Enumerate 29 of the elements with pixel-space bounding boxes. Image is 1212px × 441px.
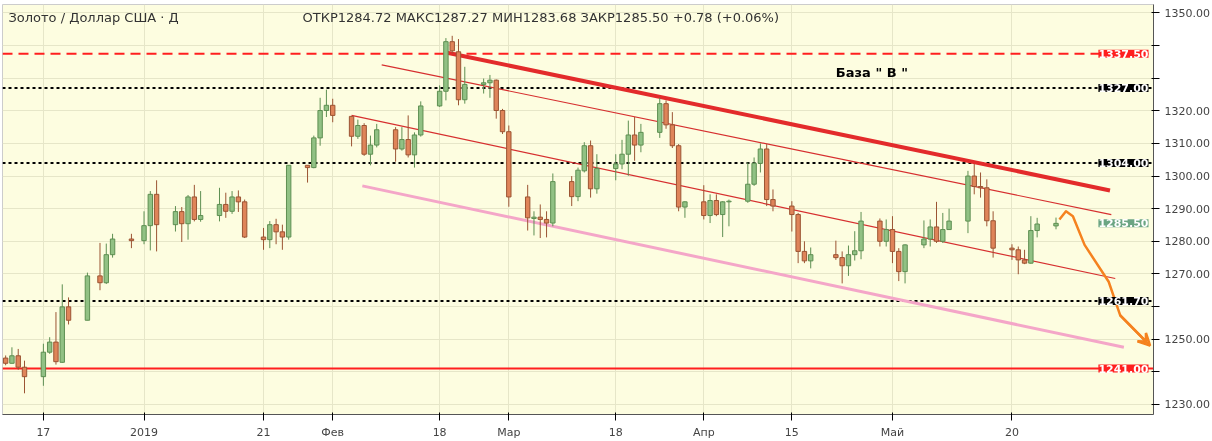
y-tick-label: 1290.00 <box>1164 202 1210 216</box>
ref-line-label: 1241.00 <box>1098 362 1149 376</box>
x-tick-label: 18 <box>608 425 623 439</box>
chart-subtitle: ОТКР1284.72 МАКС1287.27 МИН1283.68 ЗАКР1285.50 +0.78 (+0.06%) <box>302 9 780 25</box>
x-tick-label: Апр <box>692 425 715 439</box>
y-tick-label: 1230.00 <box>1164 398 1210 412</box>
chart-title: Золото / Доллар США · Д <box>8 9 179 25</box>
x-tick-label: Мар <box>497 425 521 439</box>
annotation: 1285.50 <box>1098 217 1149 231</box>
y-tick-label: 1270.00 <box>1164 267 1210 281</box>
x-tick-label: Май <box>880 425 905 439</box>
ref-line-label: 1304.00 <box>1098 157 1149 171</box>
y-tick-label: 1350.00 <box>1164 6 1210 20</box>
ref-line-label: 1261.70 <box>1098 294 1149 308</box>
ref-line-label: 1327.00 <box>1098 82 1149 95</box>
x-tick-label: 17 <box>36 425 51 439</box>
y-tick-label: 1280.00 <box>1164 235 1210 249</box>
x-tick-label: 15 <box>784 425 799 439</box>
annotation: База " В " <box>835 64 908 80</box>
y-tick-label: 1250.00 <box>1164 333 1210 347</box>
x-tick-label: 18 <box>432 425 447 439</box>
y-tick-label: 1320.00 <box>1164 104 1210 118</box>
y-tick-label: 1300.00 <box>1164 170 1210 184</box>
y-tick-label: 1310.00 <box>1164 137 1210 151</box>
ref-line-label: 1337.50 <box>1098 47 1149 61</box>
x-tick-label: 21 <box>256 425 271 439</box>
x-tick-label: 2019 <box>130 425 159 439</box>
x-tick-label: 20 <box>1004 425 1019 439</box>
x-tick-label: Фев <box>321 425 345 439</box>
